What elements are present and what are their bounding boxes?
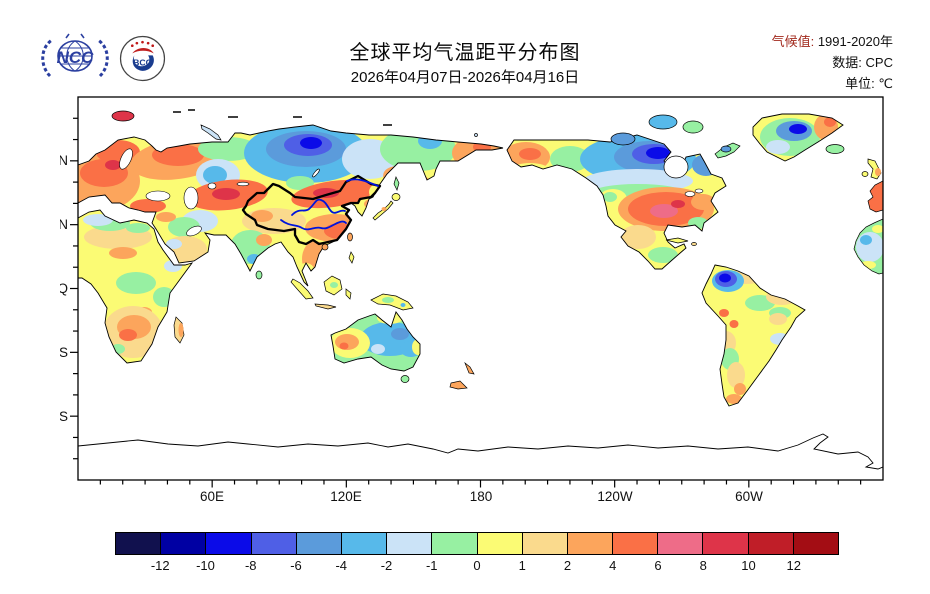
lon-label-60e: 60E [200, 489, 224, 504]
meta-climatology-label: 气候值: [771, 34, 815, 49]
colorbar-cell [658, 533, 704, 554]
lon-label-60w: 60W [735, 489, 763, 504]
colorbar-tick-label: -2 [380, 558, 393, 573]
right-edge-lands [825, 144, 883, 275]
colorbar-tick-label: 6 [654, 558, 662, 573]
colorbar-tick-label: 8 [699, 558, 707, 573]
meta-source-value: CPC [865, 55, 893, 70]
colorbar-cell [522, 533, 568, 554]
colorbar-cell [341, 533, 388, 554]
continent-antarctica [78, 433, 883, 480]
meta-unit-label: 单位: [845, 76, 875, 91]
colorbar-tick-label: 1 [518, 558, 526, 573]
colorbar-tick-label: -6 [290, 558, 302, 573]
axis-labels: 60N 30N EQ 30S 60S 60E 120E 180 120W 60W [60, 153, 763, 504]
meta-source: 数据: CPC [832, 52, 893, 71]
lat-label-eq: EQ [60, 281, 68, 296]
arctic-islands [610, 114, 741, 159]
colorbar-cell [703, 533, 749, 554]
inland-seas [119, 148, 320, 237]
lat-label-30s: 30S [60, 345, 68, 360]
colorbar-tick-label: 12 [786, 558, 801, 573]
axis-ticks [70, 117, 862, 488]
map-body [78, 97, 883, 480]
meta-unit-value: ℃ [878, 76, 893, 91]
colorbar-tick-label: 0 [473, 558, 481, 573]
lat-label-60n: 60N [60, 153, 68, 168]
continent-north-america [506, 134, 727, 270]
world-anomaly-map: 60N 30N EQ 30S 60S 60E 120E 180 120W 60W [60, 96, 884, 504]
colorbar-cell [432, 533, 478, 554]
lat-label-30n: 30N [60, 217, 68, 232]
colorbar-tick-label: -1 [425, 558, 438, 573]
colorbar-cell [161, 533, 207, 554]
colorbar [115, 532, 839, 555]
colorbar-cell [567, 533, 614, 554]
continent-africa [78, 209, 193, 364]
colorbar-ticks: -12 -10 -8 -6 -4 -2 -1 0 1 2 4 6 8 10 12 [115, 558, 839, 574]
colorbar-tick-label: 10 [741, 558, 756, 573]
colorbar-cell [613, 533, 659, 554]
china-rivers [280, 178, 379, 231]
ncc-logo-text: NCC [57, 48, 95, 67]
meta-climatology-value: 1991-2020年 [817, 34, 893, 49]
page-title: 全球平均气温距平分布图 [349, 42, 581, 64]
meta-unit: 单位: ℃ [845, 73, 893, 92]
islands [111, 109, 697, 390]
lon-label-180: 180 [470, 489, 493, 504]
meta-source-label: 数据: [832, 55, 862, 70]
colorbar-cell [793, 533, 838, 554]
ncc-logo: NCC [41, 33, 109, 78]
lat-label-60s: 60S [60, 409, 68, 424]
meta-climatology: 气候值: 1991-2020年 [772, 31, 893, 50]
continent-australia [330, 311, 421, 372]
colorbar-tick-label: 4 [609, 558, 617, 573]
colorbar-tick-label: -12 [150, 558, 170, 573]
bcc-logo: BCC [119, 35, 166, 82]
colorbar-tick-label: -4 [335, 558, 348, 573]
colorbar-tick-label: -8 [244, 558, 257, 573]
colorbar-cell [748, 533, 794, 554]
colorbar-tick-label: 2 [563, 558, 572, 573]
colorbar-cell [296, 533, 342, 554]
lon-label-120e: 120E [330, 489, 362, 504]
colorbar-cell [387, 533, 433, 554]
colorbar-cell [251, 533, 297, 554]
bcc-logo-text: BCC [133, 58, 153, 68]
colorbar-cell [116, 533, 162, 554]
lon-label-120w: 120W [597, 489, 633, 504]
continent-greenland [752, 113, 844, 162]
colorbar-cell [477, 533, 523, 554]
page-subtitle: 2026年04月07日-2026年04月16日 [350, 69, 580, 86]
bcc-logo-stars [130, 40, 155, 48]
colorbar-cell [206, 533, 252, 554]
colorbar-tick-label: -10 [196, 558, 215, 573]
china-boundary [241, 174, 382, 246]
